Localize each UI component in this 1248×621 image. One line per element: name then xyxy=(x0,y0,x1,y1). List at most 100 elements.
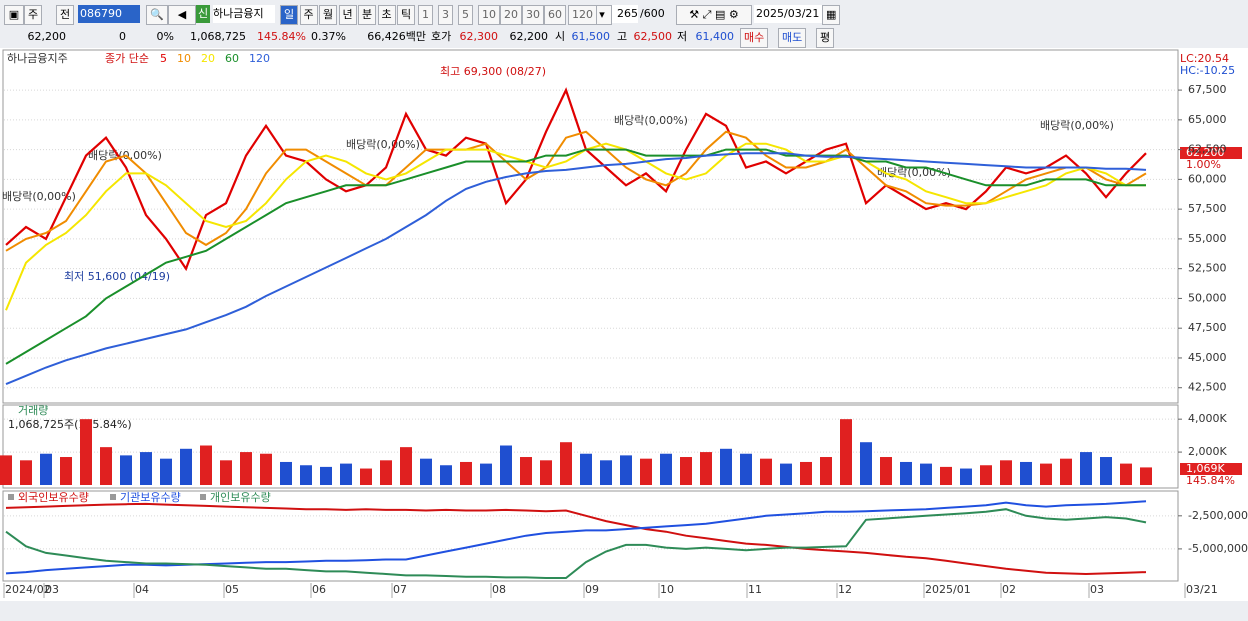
dropdown[interactable]: ▾ xyxy=(592,5,612,25)
volume-bar xyxy=(260,453,272,485)
volume-bar xyxy=(180,448,192,485)
interval-button[interactable]: 5 xyxy=(458,5,473,25)
interval-button[interactable]: 1 xyxy=(418,5,433,25)
volume-bar xyxy=(220,460,232,485)
volume-bar xyxy=(160,458,172,485)
volume-bar xyxy=(580,453,592,485)
interval-button[interactable]: 10 xyxy=(478,5,500,25)
last-volume-box xyxy=(1180,463,1242,475)
x-tick-label: 02 xyxy=(1002,583,1016,596)
series-line xyxy=(5,502,1147,576)
market-select[interactable]: 주 xyxy=(24,5,43,25)
volume-bar xyxy=(680,457,692,485)
dividend-note: 배당락(0,00%) xyxy=(2,190,76,203)
volume-bar xyxy=(600,460,612,485)
ask: 62,300 xyxy=(459,30,499,43)
interval-button[interactable]: 3 xyxy=(438,5,453,25)
dividend-note: 배당락(0,00%) xyxy=(1040,119,1114,132)
period-button[interactable]: 일 xyxy=(280,5,299,25)
last-volume: 1,069K xyxy=(1186,462,1225,475)
interval-button[interactable]: 60 xyxy=(544,5,566,25)
avg-button[interactable]: 평 xyxy=(816,28,835,48)
price: 62,200 xyxy=(27,30,67,43)
series-line xyxy=(5,508,1147,579)
volume-bar xyxy=(700,452,712,485)
toolbar: ▣ 주 전 086790 🔍 ◀ 신 하나금융지 ▾ 265 /600 ⚒ ⤢ … xyxy=(0,0,1248,48)
calendar-button[interactable]: ▦ xyxy=(822,5,840,25)
volume-bar xyxy=(940,466,952,485)
code-input[interactable]: 086790 xyxy=(78,5,140,23)
period-button[interactable]: 초 xyxy=(377,5,396,25)
open: 61,500 xyxy=(571,30,611,43)
y-tick-label: 4,000K xyxy=(1188,412,1227,425)
sound-button[interactable]: ◀ xyxy=(168,5,196,25)
volume-bar xyxy=(880,457,892,485)
period-button[interactable]: 분 xyxy=(358,5,377,25)
interval-button[interactable]: 30 xyxy=(522,5,544,25)
last-price: 62,200 xyxy=(1186,146,1225,159)
volume-bar xyxy=(0,455,12,485)
series-line xyxy=(5,130,1147,252)
price-title: 하나금융지주 xyxy=(7,51,68,65)
scope-select[interactable]: 전 xyxy=(56,5,75,25)
x-tick-label: 09 xyxy=(585,583,599,596)
search-button[interactable]: 🔍 xyxy=(146,5,168,25)
volume-bar xyxy=(300,465,312,485)
date-input[interactable]: 2025/03/21 xyxy=(754,5,822,23)
period-button[interactable]: 틱 xyxy=(397,5,416,25)
x-tick-label: 12 xyxy=(838,583,852,596)
volume-bar xyxy=(740,453,752,485)
high: 62,500 xyxy=(633,30,673,43)
volume-bar xyxy=(460,461,472,485)
volume-bar xyxy=(900,461,912,485)
y-tick-label: 57,500 xyxy=(1188,202,1227,215)
y-tick-label: 55,000 xyxy=(1188,232,1227,245)
volume-bar xyxy=(40,453,52,485)
interval-button[interactable]: 120 xyxy=(568,5,597,25)
tool-icons[interactable]: ⚒ ⤢ ▤ ⚙ xyxy=(676,5,752,25)
volume-bar xyxy=(1060,458,1072,485)
volume-bar xyxy=(1100,457,1112,485)
period-button[interactable]: 주 xyxy=(299,5,318,25)
high-note: 최고 69,300 (08/27) xyxy=(440,65,546,78)
low: 61,400 xyxy=(695,30,735,43)
volume-bar xyxy=(200,445,212,485)
bid: 62,200 xyxy=(509,30,549,43)
volume-bar xyxy=(360,468,372,485)
volume-bar xyxy=(1140,467,1152,485)
volume-bar xyxy=(280,461,292,485)
sell-button[interactable]: 매도 xyxy=(778,28,807,48)
hc: HC:-10.25 xyxy=(1180,64,1235,77)
count[interactable]: 265 xyxy=(612,5,638,23)
volume-bar xyxy=(820,457,832,485)
series-line xyxy=(5,152,1147,386)
legend-swatch xyxy=(8,494,14,500)
buy-button[interactable]: 매수 xyxy=(740,28,769,48)
volume-bar xyxy=(60,457,72,485)
volume-bar xyxy=(540,460,552,485)
volume-bar xyxy=(1120,463,1132,485)
volume-bar xyxy=(1040,463,1052,485)
scrollbar[interactable] xyxy=(0,601,1248,621)
volume-bar xyxy=(860,442,872,485)
turnover: 0.37% xyxy=(311,30,346,43)
volume-bar xyxy=(800,461,812,485)
menu-button[interactable]: ▣ xyxy=(4,5,24,25)
y-tick-label: 67,500 xyxy=(1188,83,1227,96)
period-button[interactable]: 년 xyxy=(338,5,357,25)
y-tick-label: -5,000,000 xyxy=(1188,542,1248,555)
change-rate: 0% xyxy=(156,30,174,43)
x-tick-label: 2024/02 xyxy=(5,583,51,596)
count-max: /600 xyxy=(640,7,665,20)
ask-label: 호가 xyxy=(431,30,452,43)
change: 0 xyxy=(119,30,126,43)
volume-bar xyxy=(660,453,672,485)
period-button[interactable]: 월 xyxy=(319,5,338,25)
volume-bar xyxy=(1020,461,1032,485)
legend-entry: 120 xyxy=(249,52,270,65)
interval-button[interactable]: 20 xyxy=(500,5,522,25)
volume-bar xyxy=(960,468,972,485)
low-label: 저 xyxy=(677,30,688,43)
